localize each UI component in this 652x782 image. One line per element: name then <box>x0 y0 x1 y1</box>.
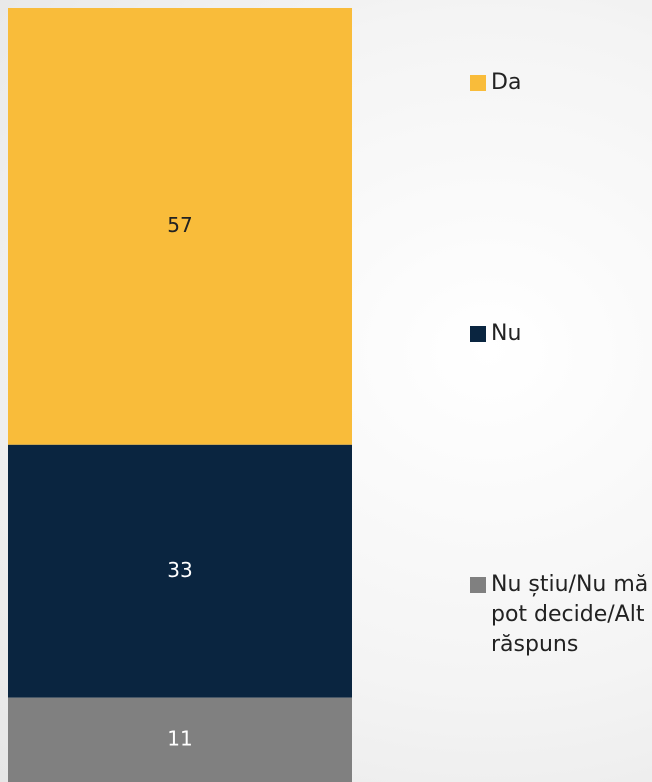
bar-segment <box>8 697 352 782</box>
value-label: 57 <box>167 213 192 237</box>
legend-swatch <box>470 326 486 342</box>
legend-label: Nu <box>491 321 522 346</box>
legend-swatch <box>470 577 486 593</box>
legend-item: Da <box>470 68 652 98</box>
legend-item: Nu știu/Nu mă pot decide/Alt răspuns <box>470 570 652 660</box>
legend-item: Nu <box>470 319 652 349</box>
legend-swatch <box>470 75 486 91</box>
bar-segment <box>8 8 352 445</box>
value-label: 11 <box>167 726 192 750</box>
value-label: 33 <box>167 558 192 582</box>
legend-label: Da <box>491 70 522 95</box>
legend-label: Nu știu/Nu mă pot decide/Alt răspuns <box>491 572 649 657</box>
bar-segment <box>8 444 352 698</box>
